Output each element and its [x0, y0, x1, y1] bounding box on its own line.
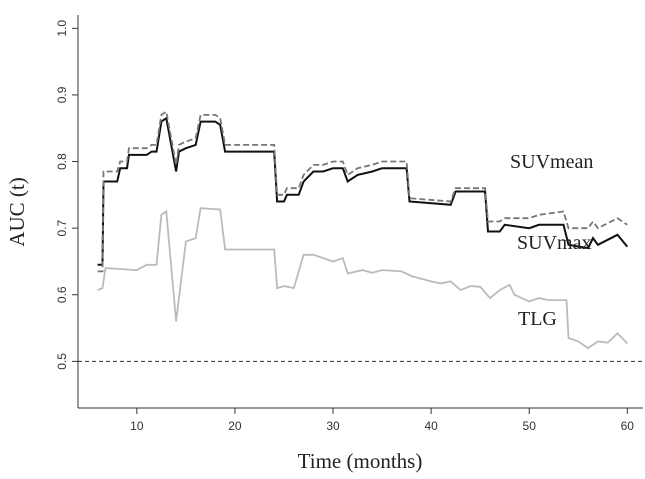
x-tick-label: 50 [523, 419, 537, 433]
y-tick-label: 0.9 [55, 86, 69, 103]
series-line [97, 116, 629, 266]
y-tick-label: 0.5 [55, 353, 69, 370]
series-line [97, 207, 628, 350]
x-tick-label: 60 [621, 419, 635, 433]
x-tick-label: 30 [326, 419, 340, 433]
y-tick-label: 0.8 [55, 153, 69, 170]
x-tick-label: 20 [228, 419, 242, 433]
y-tick-label: 0.7 [55, 219, 69, 236]
x-axis-title: Time (months) [298, 449, 423, 473]
series-label: SUVmax [517, 232, 591, 254]
series-label: TLG [518, 308, 557, 330]
x-tick-label: 40 [424, 419, 438, 433]
x-tick-label: 10 [130, 419, 144, 433]
series-line [97, 110, 628, 273]
series-label: SUVmean [510, 151, 593, 173]
y-axis-title: AUC (t) [5, 177, 29, 246]
y-tick-label: 1.0 [55, 20, 69, 37]
y-tick-label: 0.6 [55, 286, 69, 303]
